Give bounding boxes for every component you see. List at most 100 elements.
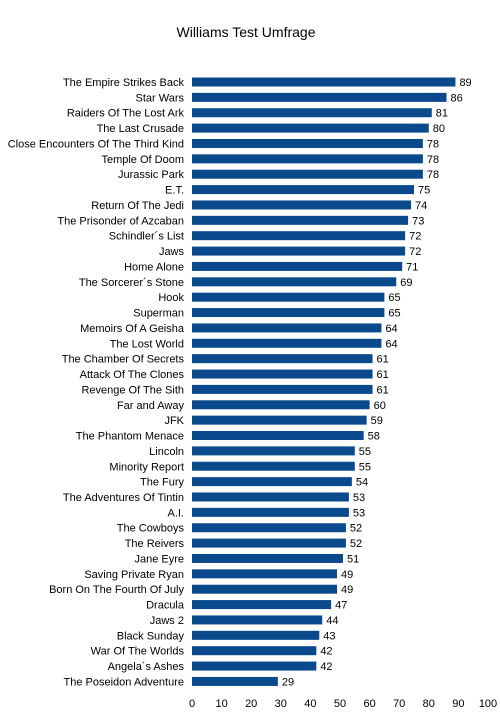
bar (192, 200, 412, 210)
value-label: 80 (433, 123, 445, 135)
category-label: A.I. (167, 507, 184, 519)
value-label: 58 (368, 431, 380, 443)
bar (192, 77, 456, 87)
value-label: 49 (341, 569, 353, 581)
value-label: 72 (409, 246, 421, 258)
value-label: 71 (406, 261, 418, 273)
value-label: 65 (388, 308, 400, 320)
x-tick-label: 60 (363, 698, 375, 710)
value-label: 47 (335, 600, 347, 612)
value-label: 42 (320, 646, 332, 658)
bar (192, 523, 346, 533)
bar (192, 492, 349, 502)
category-label: Temple Of Doom (101, 154, 184, 166)
category-label: E.T. (165, 185, 184, 197)
category-label: The Fury (140, 477, 185, 489)
bar (192, 123, 429, 133)
bar (192, 169, 423, 179)
value-label: 81 (436, 108, 448, 120)
category-label: Black Sunday (117, 630, 185, 642)
value-label: 53 (353, 507, 365, 519)
category-label: The Phantom Menace (76, 431, 184, 443)
value-label: 55 (359, 446, 371, 458)
bar (192, 615, 323, 625)
x-tick-label: 70 (393, 698, 405, 710)
x-tick-label: 80 (423, 698, 435, 710)
x-tick-label: 30 (275, 698, 287, 710)
bar (192, 553, 343, 563)
category-label: The Sorcerer´s Stone (79, 277, 184, 289)
category-label: Jaws 2 (150, 615, 184, 627)
value-label: 65 (388, 292, 400, 304)
bar (192, 461, 355, 471)
value-label: 55 (359, 461, 371, 473)
value-label: 54 (356, 477, 368, 489)
value-label: 52 (350, 523, 362, 535)
category-label: Return Of The Jedi (91, 200, 184, 212)
bar (192, 246, 406, 256)
value-label: 78 (427, 169, 439, 181)
bar (192, 584, 338, 594)
bar (192, 92, 447, 102)
category-label: Jurassic Park (118, 169, 185, 181)
value-label: 73 (412, 215, 424, 227)
category-label: Far and Away (117, 400, 185, 412)
category-label: Revenge Of The Sith (81, 384, 184, 396)
category-label: Lincoln (149, 446, 184, 458)
bar (192, 400, 370, 410)
bar (192, 384, 373, 394)
category-label: Jane Eyre (134, 553, 184, 565)
category-label: War Of The Worlds (91, 646, 185, 658)
category-label: Hook (158, 292, 184, 304)
value-label: 49 (341, 584, 353, 596)
value-label: 78 (427, 154, 439, 166)
value-label: 86 (451, 92, 463, 104)
bar (192, 108, 432, 118)
value-label: 61 (377, 384, 389, 396)
x-tick-label: 0 (189, 698, 195, 710)
bar (192, 369, 373, 379)
category-label: The Lost World (110, 338, 184, 350)
category-label: The Poseidon Adventure (64, 676, 184, 688)
category-label: Dracula (146, 600, 185, 612)
category-label: The Adventures Of Tintin (63, 492, 184, 504)
category-label: Home Alone (124, 261, 184, 273)
category-label: Superman (133, 308, 184, 320)
bar (192, 261, 403, 271)
value-label: 61 (377, 369, 389, 381)
bar (192, 661, 317, 671)
value-label: 78 (427, 138, 439, 150)
bar (192, 431, 364, 441)
bar (192, 507, 349, 517)
category-label: The Empire Strikes Back (63, 77, 185, 89)
bar (192, 630, 320, 640)
value-label: 43 (323, 630, 335, 642)
category-label: Jaws (159, 246, 185, 258)
value-label: 44 (326, 615, 338, 627)
x-tick-label: 40 (304, 698, 316, 710)
bar (192, 446, 355, 456)
category-label: Memoirs Of A Geisha (80, 323, 185, 335)
category-label: Born On The Fourth Of July (49, 584, 184, 596)
value-label: 75 (418, 185, 430, 197)
bar (192, 646, 317, 656)
bar (192, 277, 397, 287)
value-label: 61 (377, 354, 389, 366)
bar (192, 415, 367, 425)
value-label: 42 (320, 661, 332, 673)
bar (192, 323, 382, 333)
value-label: 64 (385, 323, 397, 335)
category-label: Schindler´s List (109, 231, 184, 243)
category-label: The Cowboys (117, 523, 185, 535)
bar (192, 308, 385, 318)
category-label: JFK (164, 415, 184, 427)
bar (192, 231, 406, 241)
category-label: The Chamber Of Secrets (62, 354, 185, 366)
category-label: The Prisonder of Azcaban (57, 215, 184, 227)
value-label: 29 (282, 676, 294, 688)
bar (192, 154, 423, 164)
bar (192, 538, 346, 548)
category-label: Attack Of The Clones (80, 369, 185, 381)
category-labels-group: The Empire Strikes Back Star Wars Raiders … (8, 77, 185, 688)
